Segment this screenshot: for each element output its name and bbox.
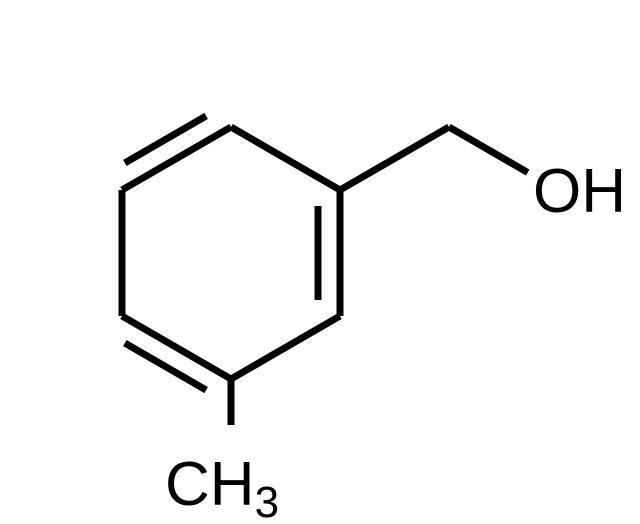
svg-text:OH: OH xyxy=(533,157,626,226)
molecule-diagram: OH CH3 xyxy=(0,0,640,524)
svg-text:CH3: CH3 xyxy=(165,450,279,524)
